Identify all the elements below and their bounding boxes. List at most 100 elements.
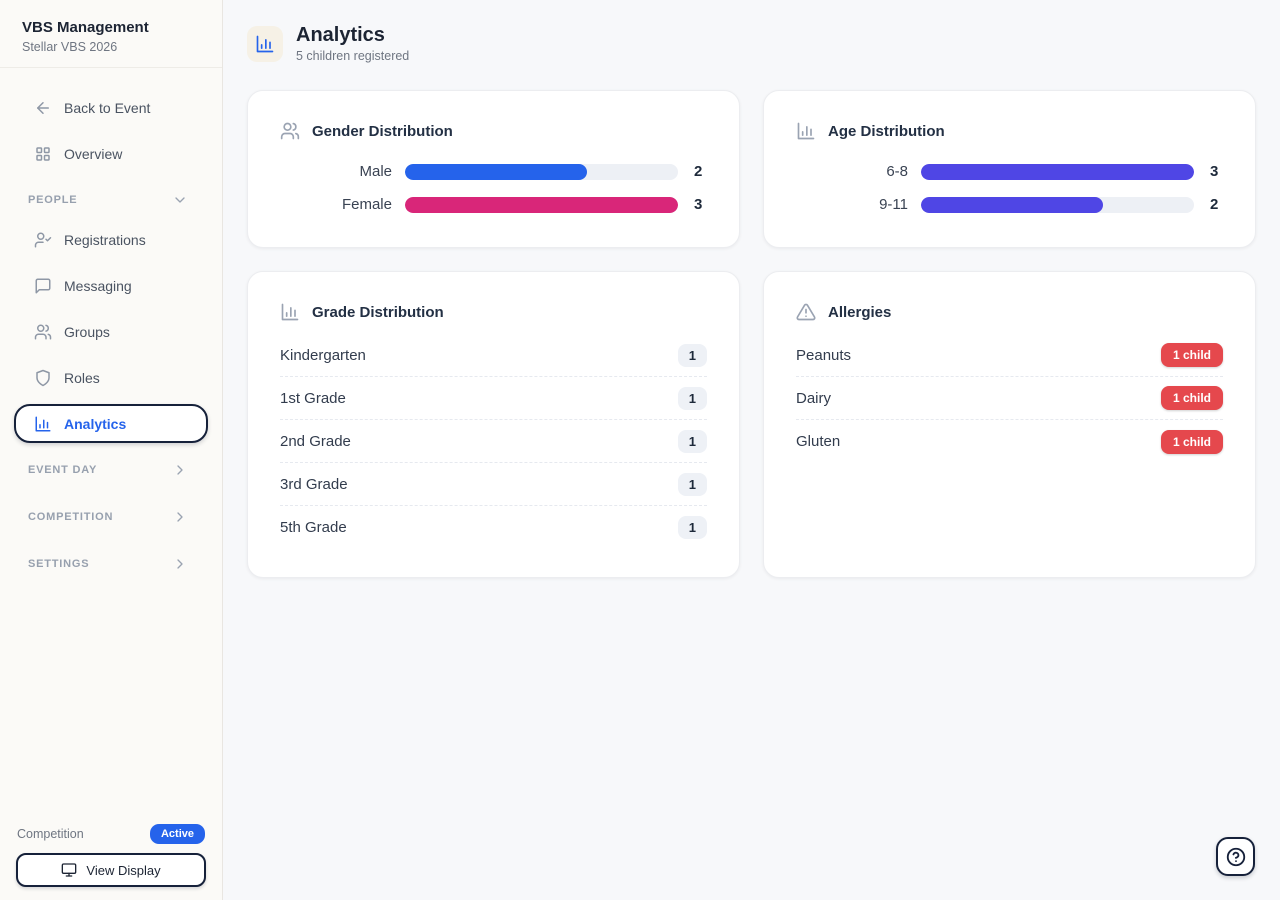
card-header: Age Distribution	[796, 121, 1223, 141]
bar-fill-male	[405, 163, 588, 180]
list-item: Dairy 1 child	[796, 377, 1223, 420]
bar-chart-icon	[796, 121, 816, 141]
section-competition[interactable]: COMPETITION	[14, 497, 208, 537]
bar-label: Female	[341, 196, 392, 213]
allergies-list: Peanuts 1 child Dairy 1 child Gluten 1 c…	[796, 334, 1223, 463]
bar-row-6-8: 6-8 3	[796, 163, 1223, 180]
bar-fill-9-11	[921, 196, 1104, 213]
status-badge: Active	[149, 824, 205, 844]
section-competition-label: COMPETITION	[28, 511, 114, 523]
list-item: Kindergarten 1	[280, 334, 707, 377]
main-content: Analytics 5 children registered Gender D…	[223, 0, 1280, 900]
sidebar-item-overview[interactable]: Overview	[14, 134, 208, 173]
section-settings[interactable]: SETTINGS	[14, 544, 208, 584]
list-item: 5th Grade 1	[280, 506, 707, 549]
card-header: Grade Distribution	[280, 302, 707, 322]
page-title: Analytics	[296, 24, 385, 46]
sidebar-nav: Back to Event Overview PEOPLE Registrati…	[0, 68, 222, 584]
back-to-event-link[interactable]: Back to Event	[14, 88, 208, 127]
arrow-left-icon	[34, 99, 52, 117]
chevron-right-icon	[172, 556, 188, 572]
sidebar-item-messaging[interactable]: Messaging	[14, 266, 208, 305]
section-people-label: PEOPLE	[28, 194, 78, 206]
competition-status-row: Competition Active	[17, 824, 205, 844]
card-header: Gender Distribution	[280, 121, 707, 141]
sidebar-item-label: Groups	[64, 323, 110, 340]
grade-label: 5th Grade	[280, 519, 347, 536]
sidebar-item-label: Messaging	[64, 277, 132, 294]
view-display-label: View Display	[86, 862, 161, 878]
allergy-label: Gluten	[796, 433, 841, 450]
bar-fill-female	[405, 196, 678, 213]
card-title: Allergies	[828, 303, 892, 321]
sidebar-header: VBS Management Stellar VBS 2026	[0, 0, 222, 68]
allergy-count-badge: 1 child	[1160, 386, 1223, 410]
count-badge: 1	[677, 516, 707, 539]
competition-label: Competition	[17, 827, 84, 841]
allergy-count-badge: 1 child	[1160, 429, 1223, 454]
bar-chart-icon	[34, 415, 52, 433]
bar-row-female: Female 3	[280, 196, 707, 213]
chevron-right-icon	[172, 509, 188, 525]
shield-icon	[34, 369, 52, 387]
bar-value: 3	[1210, 163, 1219, 180]
analytics-page-icon	[247, 25, 283, 62]
count-badge: 1	[677, 343, 707, 367]
bar-track	[921, 196, 1194, 213]
list-item: 1st Grade 1	[280, 377, 707, 420]
section-people[interactable]: PEOPLE	[14, 180, 208, 220]
bar-fill-6-8	[921, 163, 1194, 180]
sidebar-item-label: Roles	[64, 369, 100, 386]
help-circle-icon	[1225, 846, 1247, 868]
bar-track	[405, 163, 678, 180]
list-item: Gluten 1 child	[796, 420, 1223, 463]
age-bars: 6-8 3 9-11 2	[796, 163, 1223, 219]
grade-list: Kindergarten 1 1st Grade 1 2nd Grade 1 3…	[280, 334, 707, 549]
sidebar-item-roles[interactable]: Roles	[14, 358, 208, 397]
card-title: Grade Distribution	[312, 303, 444, 321]
bar-value: 2	[1210, 196, 1219, 213]
bar-track	[405, 196, 678, 213]
count-badge: 1	[677, 472, 707, 496]
list-item: 2nd Grade 1	[280, 420, 707, 463]
event-name: Stellar VBS 2026	[22, 40, 118, 54]
bar-value: 2	[694, 163, 703, 180]
card-title: Gender Distribution	[312, 122, 453, 140]
view-display-button[interactable]: View Display	[16, 853, 206, 887]
bar-row-9-11: 9-11 2	[796, 196, 1223, 213]
age-distribution-card: Age Distribution 6-8 3 9-11 2	[763, 90, 1256, 248]
bar-label: 9-11	[879, 196, 908, 213]
users-icon	[280, 121, 300, 141]
card-header: Allergies	[796, 302, 1223, 322]
allergy-label: Dairy	[796, 389, 832, 407]
sidebar-item-groups[interactable]: Groups	[14, 312, 208, 351]
section-settings-label: SETTINGS	[28, 558, 90, 570]
help-button[interactable]	[1216, 837, 1255, 876]
sidebar-item-label: Analytics	[64, 415, 127, 432]
bar-label: Male	[359, 163, 392, 180]
chevron-right-icon	[172, 462, 188, 478]
message-icon	[34, 277, 52, 295]
allergy-count-badge: 1 child	[1160, 343, 1223, 367]
gender-distribution-card: Gender Distribution Male 2 Female 3	[247, 90, 740, 248]
sidebar-item-analytics[interactable]: Analytics	[14, 404, 208, 443]
bar-label: 6-8	[886, 163, 908, 180]
list-item: Peanuts 1 child	[796, 334, 1223, 377]
allergy-label: Peanuts	[796, 346, 852, 364]
sidebar-item-label: Overview	[64, 145, 123, 162]
bar-chart-icon	[280, 302, 300, 322]
sidebar-item-registrations[interactable]: Registrations	[14, 220, 208, 259]
chevron-down-icon	[172, 192, 188, 208]
page-header: Analytics 5 children registered	[247, 24, 1256, 63]
grid-icon	[34, 145, 52, 163]
grade-label: Kindergarten	[280, 346, 366, 364]
card-title: Age Distribution	[828, 122, 945, 140]
count-badge: 1	[677, 429, 707, 453]
section-event-day[interactable]: EVENT DAY	[14, 450, 208, 490]
allergies-card: Allergies Peanuts 1 child Dairy 1 child …	[763, 271, 1256, 578]
sidebar-item-label: Registrations	[64, 231, 146, 248]
user-check-icon	[34, 231, 52, 249]
bar-track	[921, 163, 1194, 180]
users-icon	[34, 323, 52, 341]
sidebar-footer: Competition Active View Display	[0, 824, 222, 900]
